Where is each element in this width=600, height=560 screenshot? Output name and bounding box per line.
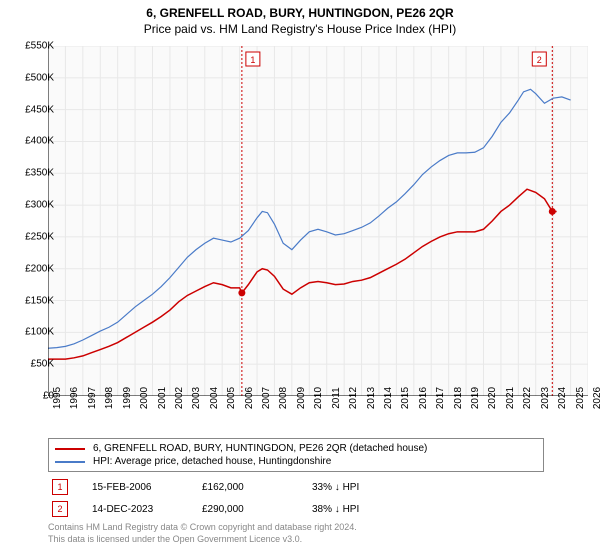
x-tick-label: 2001 [157,387,168,409]
x-tick-label: 2008 [278,387,289,409]
legend-box: 6, GRENFELL ROAD, BURY, HUNTINGDON, PE26… [48,438,544,472]
sale-pct: 38% ↓ HPI [312,504,422,515]
sale-price: £290,000 [202,504,312,515]
legend-row: HPI: Average price, detached house, Hunt… [55,455,537,468]
legend-row: 6, GRENFELL ROAD, BURY, HUNTINGDON, PE26… [55,442,537,455]
legend-line-swatch [55,448,85,450]
y-tick-label: £450K [25,104,54,115]
x-tick-label: 2003 [191,387,202,409]
y-tick-label: £250K [25,231,54,242]
x-tick-label: 1996 [69,387,80,409]
sale-date: 14-DEC-2023 [92,504,202,515]
y-tick-label: £200K [25,263,54,274]
y-tick-label: £50K [31,359,54,370]
x-tick-label: 2011 [331,387,342,409]
x-tick-label: 2018 [453,387,464,409]
sale-price: £162,000 [202,482,312,493]
chart-area: 12 [48,46,588,416]
svg-text:1: 1 [250,55,255,65]
x-tick-label: 2019 [470,387,481,409]
legend-label: 6, GRENFELL ROAD, BURY, HUNTINGDON, PE26… [93,443,427,454]
sale-marker-box: 2 [52,501,68,517]
x-tick-label: 2021 [505,387,516,409]
x-tick-label: 1999 [122,387,133,409]
x-tick-label: 2007 [261,387,272,409]
x-tick-label: 2013 [366,387,377,409]
x-tick-label: 2004 [209,387,220,409]
x-tick-label: 2025 [575,387,586,409]
x-tick-label: 2006 [244,387,255,409]
x-tick-label: 2009 [296,387,307,409]
x-tick-label: 2014 [383,387,394,409]
x-tick-label: 2010 [313,387,324,409]
legend-line-swatch [55,461,85,463]
x-tick-label: 2026 [592,387,600,409]
x-tick-label: 2012 [348,387,359,409]
x-tick-label: 2005 [226,387,237,409]
footer-line-2: This data is licensed under the Open Gov… [48,534,357,546]
footer-line-1: Contains HM Land Registry data © Crown c… [48,522,357,534]
chart-title: 6, GRENFELL ROAD, BURY, HUNTINGDON, PE26… [0,0,600,20]
chart-svg: 12 [48,46,588,396]
sale-pct: 33% ↓ HPI [312,482,422,493]
x-tick-label: 1995 [52,387,63,409]
x-tick-label: 2023 [540,387,551,409]
y-tick-label: £100K [25,327,54,338]
y-tick-label: £300K [25,200,54,211]
x-tick-label: 2017 [435,387,446,409]
y-tick-label: £550K [25,41,54,52]
footer-text: Contains HM Land Registry data © Crown c… [48,522,357,545]
sale-row: 2 14-DEC-2023£290,00038% ↓ HPI [48,498,548,520]
y-tick-label: £350K [25,168,54,179]
sale-date: 15-FEB-2006 [92,482,202,493]
x-tick-label: 2002 [174,387,185,409]
chart-subtitle: Price paid vs. HM Land Registry's House … [0,20,600,40]
chart-container: 6, GRENFELL ROAD, BURY, HUNTINGDON, PE26… [0,0,600,560]
x-tick-label: 1997 [87,387,98,409]
x-tick-label: 2022 [522,387,533,409]
svg-text:2: 2 [537,55,542,65]
legend-label: HPI: Average price, detached house, Hunt… [93,456,331,467]
x-tick-label: 2020 [487,387,498,409]
x-tick-label: 2016 [418,387,429,409]
sale-row: 1 15-FEB-2006£162,00033% ↓ HPI [48,476,548,498]
y-tick-label: £400K [25,136,54,147]
x-tick-label: 2000 [139,387,150,409]
sale-marker-box: 1 [52,479,68,495]
y-tick-label: £150K [25,295,54,306]
sales-table: 1 15-FEB-2006£162,00033% ↓ HPI 2 14-DEC-202… [48,476,548,520]
y-tick-label: £500K [25,72,54,83]
x-tick-label: 2024 [557,387,568,409]
x-tick-label: 1998 [104,387,115,409]
x-tick-label: 2015 [400,387,411,409]
